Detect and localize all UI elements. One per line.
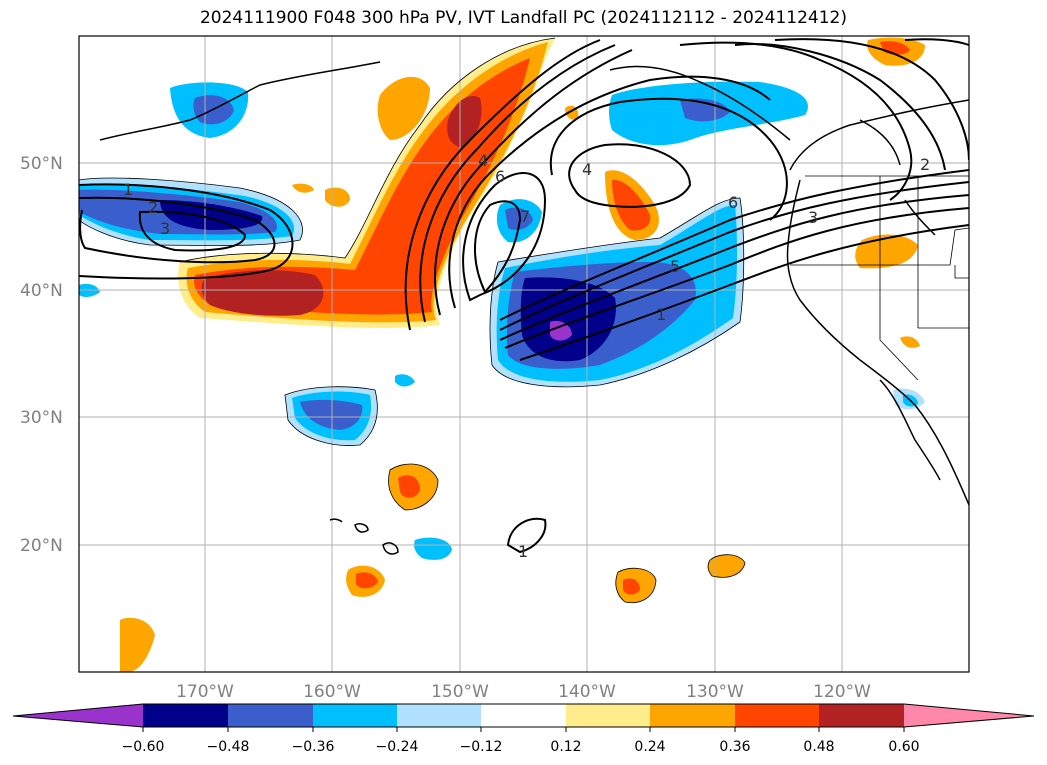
latitude-labels: 50°N 40°N 30°N 20°N — [20, 154, 63, 556]
colorbar-tick-label: 0.12 — [550, 739, 581, 755]
lon-label: 120°W — [813, 682, 871, 702]
colorbar-bin — [650, 704, 735, 727]
contour-label: 3 — [808, 208, 818, 227]
colorbar-tick-label: −0.36 — [292, 739, 335, 755]
contour-label: 6 — [728, 193, 738, 212]
lat-label: 40°N — [20, 281, 63, 301]
shading-outlines — [79, 37, 746, 604]
contour-label: 7 — [520, 207, 530, 226]
contour-label: 2 — [148, 198, 158, 217]
lon-label: 140°W — [558, 682, 616, 702]
colorbar-extend-low — [13, 704, 143, 727]
colorbar-tick-label: 0.60 — [888, 739, 919, 755]
graticule — [79, 36, 969, 672]
colorbar-tick-label: −0.12 — [460, 739, 503, 755]
contour-label: 4 — [582, 160, 592, 179]
plot-border — [78, 35, 970, 673]
colorbar-extend-high — [904, 704, 1034, 727]
lat-label: 50°N — [20, 154, 63, 174]
colorbar-bin — [143, 704, 228, 727]
contour-label: 3 — [160, 219, 170, 238]
contour-label: 1 — [518, 542, 528, 561]
colorbar-tick-label: 0.48 — [803, 739, 834, 755]
colorbar-bin — [735, 704, 819, 727]
borders — [790, 175, 969, 381]
lon-label: 170°W — [176, 682, 234, 702]
contour-label: 1 — [123, 180, 133, 199]
colorbar-tick-label: 0.24 — [634, 739, 665, 755]
colorbar-bin — [566, 704, 650, 727]
shaded-fields — [79, 36, 969, 672]
contour-label: 1 — [656, 305, 666, 324]
contour-labels: 1 2 3 4 6 7 4 5 1 6 3 2 1 — [123, 151, 930, 561]
contour-label: 4 — [478, 151, 488, 170]
map-title: 2024111900 F048 300 hPa PV, IVT Landfall… — [199, 8, 847, 28]
colorbar: −0.60 −0.48 −0.36 −0.24 −0.12 0.12 0.24 … — [12, 703, 1035, 755]
colorbar-tick-label: −0.24 — [376, 739, 419, 755]
contour-label: 6 — [495, 167, 505, 186]
colorbar-bin — [313, 704, 397, 727]
lat-label: 30°N — [20, 408, 63, 428]
longitude-labels: 170°W 160°W 150°W 140°W 130°W 120°W — [176, 682, 871, 702]
coastlines — [99, 61, 969, 555]
colorbar-bin — [397, 704, 481, 727]
colorbar-bin — [228, 704, 313, 727]
colorbar-bin — [481, 704, 566, 727]
lon-label: 150°W — [431, 682, 489, 702]
ivt-contours — [79, 38, 969, 554]
colorbar-tick-label: −0.60 — [122, 739, 165, 755]
lat-label: 20°N — [20, 536, 63, 556]
colorbar-tick-label: −0.48 — [207, 739, 250, 755]
lon-label: 160°W — [303, 682, 361, 702]
contour-label: 2 — [920, 155, 930, 174]
lon-label: 130°W — [686, 682, 744, 702]
colorbar-bin — [819, 704, 904, 727]
contour-label: 5 — [670, 257, 680, 276]
colorbar-tick-label: 0.36 — [719, 739, 750, 755]
